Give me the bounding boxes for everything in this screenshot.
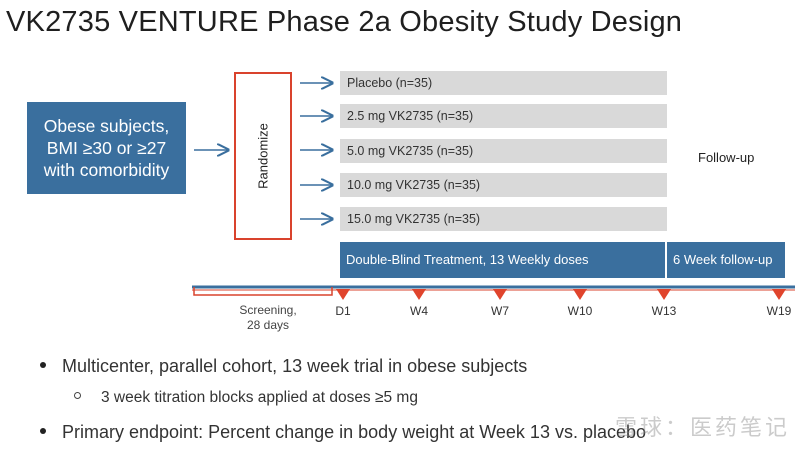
marker-w10 [573,289,587,300]
bullet-dot [40,428,46,435]
screening-line-1: Screening, [239,303,297,317]
sub-bullet-ring [74,392,81,400]
follow-up-label: Follow-up [698,150,755,165]
arm-10mg: 10.0 mg VK2735 (n=35) [340,173,667,197]
randomize-label: Randomize [255,123,271,189]
marker-label-w4: W4 [410,304,428,318]
marker-d1 [336,289,350,300]
page-title: VK2735 VENTURE Phase 2a Obesity Study De… [6,6,683,38]
marker-w4 [412,289,426,300]
bullet-item: Multicenter, parallel cohort, 13 week tr… [40,356,527,377]
arm-placebo: Placebo (n=35) [340,71,667,95]
randomize-box: Randomize [234,72,292,240]
marker-label-d1: D1 [335,304,351,318]
arm-5mg: 5.0 mg VK2735 (n=35) [340,139,667,163]
subjects-line-2: BMI ≥30 or ≥27 [46,138,167,158]
bullet-dot [40,362,46,369]
marker-w7 [493,289,507,300]
screening-line-2: 28 days [246,318,290,332]
arm-2-5mg: 2.5 mg VK2735 (n=35) [340,104,667,128]
marker-label-w7: W7 [491,304,509,318]
subjects-line-1: Obese subjects, [43,116,170,136]
bullet-item: Primary endpoint: Percent change in body… [40,422,646,443]
bullet-text: Multicenter, parallel cohort, 13 week tr… [62,356,528,376]
follow-up-phase-bar: 6 Week follow-up [667,242,785,278]
screening-bracket [193,287,333,296]
sub-bullet-item: 3 week titration blocks applied at doses… [74,389,418,407]
marker-w19 [772,289,786,300]
subjects-line-3: with comorbidity [43,160,170,180]
marker-label-w13: W13 [651,304,677,318]
treatment-phase-bar: Double-Blind Treatment, 13 Weekly doses [340,242,665,278]
bullet-text: Primary endpoint: Percent change in body… [62,422,647,442]
marker-label-w19: W19 [766,304,792,318]
marker-w13 [657,289,671,300]
arm-15mg: 15.0 mg VK2735 (n=35) [340,207,667,231]
watermark: 雪球：医药笔记 [614,415,790,440]
sub-bullet-text: 3 week titration blocks applied at doses… [101,389,418,406]
obese-subjects-box: Obese subjects, BMI ≥30 or ≥27 with como… [27,102,186,194]
screening-label: Screening, 28 days [228,303,308,333]
marker-label-w10: W10 [567,304,593,318]
